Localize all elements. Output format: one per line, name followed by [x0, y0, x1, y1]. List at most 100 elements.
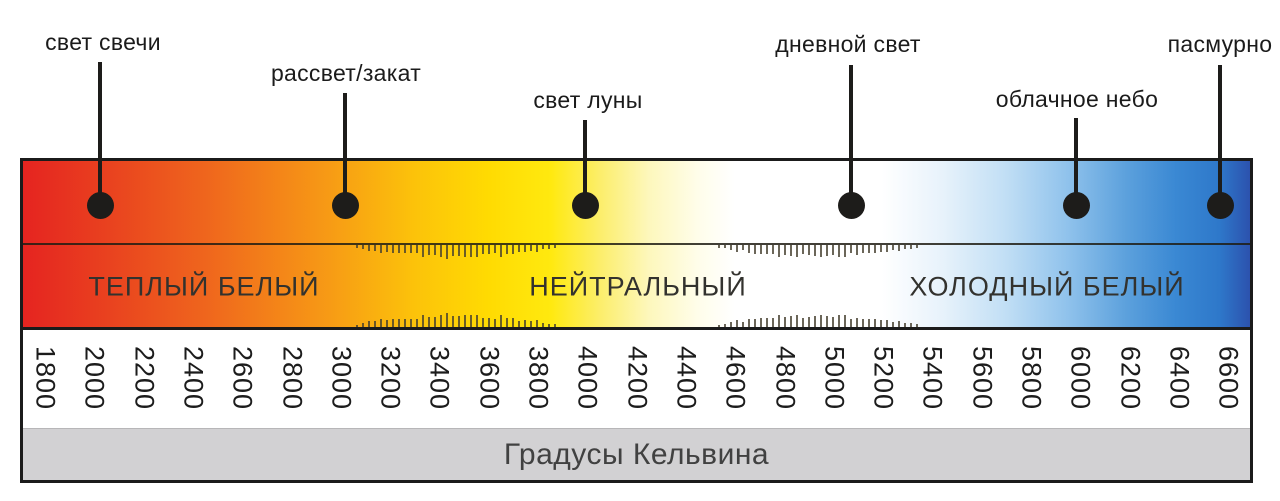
annotation-dot — [1062, 191, 1090, 219]
hatch-tick — [410, 245, 412, 254]
hatch-tick — [536, 320, 538, 327]
hatch-tick — [368, 245, 370, 251]
hatch-tick — [874, 245, 876, 254]
hatch-tick — [916, 324, 918, 327]
hatch-tick — [742, 321, 744, 327]
hatch-tick — [826, 245, 828, 256]
hatch-tick — [772, 318, 774, 327]
axis-title: Градусы Кельвина — [503, 437, 770, 471]
zone-label: НЕЙТРАЛЬНЫЙ — [529, 271, 747, 302]
hatch-tick — [880, 245, 882, 253]
hatch-tick — [392, 245, 394, 254]
gradient-divider-line — [23, 243, 1250, 245]
hatch-tick — [820, 245, 822, 257]
hatch-tick — [730, 321, 732, 327]
annotation-label: дневной свет — [775, 31, 921, 57]
hatch-tick — [874, 318, 876, 327]
hatch-tick — [452, 245, 454, 256]
hatch-tick — [718, 245, 720, 248]
hatch-tick — [488, 317, 490, 327]
hatch-tick — [910, 245, 912, 249]
annotation-dot — [837, 191, 865, 219]
hatch-tick — [904, 322, 906, 327]
hatch-tick — [422, 315, 424, 327]
hatch-tick — [796, 315, 798, 327]
hatch-tick — [554, 245, 556, 248]
hatch-tick — [832, 245, 834, 256]
hatch-tick — [356, 324, 358, 327]
hatch-tick — [784, 245, 786, 255]
hatch-tick — [808, 316, 810, 327]
hatch-tick — [380, 245, 382, 253]
hatch-tick — [446, 313, 448, 327]
hatch-tick — [886, 319, 888, 327]
hatch-tick — [362, 245, 364, 249]
hatch-tick — [868, 245, 870, 253]
hatch-tick — [736, 320, 738, 327]
hatch-tick — [796, 245, 798, 257]
hatch-tick — [362, 323, 364, 327]
hatch-tick — [482, 245, 484, 255]
hatch-tick — [386, 245, 388, 253]
annotation-label: облачное небо — [995, 86, 1159, 112]
hatch-tick — [458, 315, 460, 327]
hatch-tick — [422, 245, 424, 257]
hatch-tick — [452, 316, 454, 327]
hatch-tick — [548, 245, 550, 249]
chart-box: ТЕПЛЫЙ БЕЛЫЙ НЕЙТРАЛЬНЫЙ ХОЛОДНЫЙ БЕЛЫЙ 18… — [20, 158, 1253, 483]
hatch-tick — [512, 245, 514, 254]
hatch-tick — [748, 245, 750, 253]
hatch-tick — [410, 318, 412, 327]
annotation-connector-line — [343, 93, 347, 205]
hatch-tick — [404, 245, 406, 253]
annotation-connector-line — [1218, 65, 1222, 205]
hatch-tick — [464, 245, 466, 258]
hatch-tick — [542, 322, 544, 327]
hatch-tick — [898, 245, 900, 251]
axis-title-bar: Градусы Кельвина — [23, 428, 1250, 480]
hatch-tick — [838, 245, 840, 257]
hatch-tick — [814, 315, 816, 327]
hatch-tick — [398, 245, 400, 254]
hatch-tick — [524, 245, 526, 253]
hatch-tick — [440, 245, 442, 258]
annotation-connector-line — [583, 120, 587, 205]
hatch-tick — [724, 245, 726, 249]
annotation-dot — [331, 191, 359, 219]
hatch-tick — [476, 314, 478, 327]
hatch-tick — [404, 319, 406, 327]
hatch-tick — [910, 323, 912, 327]
hatch-tick — [500, 315, 502, 327]
hatch-tick — [524, 319, 526, 327]
hatch-tick — [802, 245, 804, 255]
hatch-tick — [470, 314, 472, 327]
hatch-tick — [844, 245, 846, 257]
hatch-tick — [892, 321, 894, 327]
hatch-tick — [748, 319, 750, 327]
hatch-tick — [844, 315, 846, 327]
hatch-tick — [428, 317, 430, 327]
annotation-label: рассвет/закат — [270, 60, 422, 86]
hatch-tick — [548, 323, 550, 327]
hatch-tick — [440, 314, 442, 327]
hatch-tick — [850, 245, 852, 254]
hatch-tick — [506, 245, 508, 254]
color-temperature-gradient-bar: ТЕПЛЫЙ БЕЛЫЙ НЕЙТРАЛЬНЫЙ ХОЛОДНЫЙ БЕЛЫЙ — [23, 161, 1250, 330]
hatch-tick — [416, 319, 418, 327]
hatch-tick — [760, 245, 762, 255]
hatch-tick — [536, 245, 538, 252]
hatch-tick — [386, 319, 388, 327]
annotation-dot — [1206, 191, 1234, 219]
hatch-tick — [916, 245, 918, 248]
hatch-tick — [554, 324, 556, 327]
hatch-tick — [814, 245, 816, 257]
hatch-tick — [374, 245, 376, 252]
annotation-dot — [571, 191, 599, 219]
hatch-tick — [470, 245, 472, 258]
hatch-tick — [542, 245, 544, 250]
hatch-tick — [506, 318, 508, 327]
hatch-tick — [730, 245, 732, 251]
hatch-tick — [380, 319, 382, 327]
